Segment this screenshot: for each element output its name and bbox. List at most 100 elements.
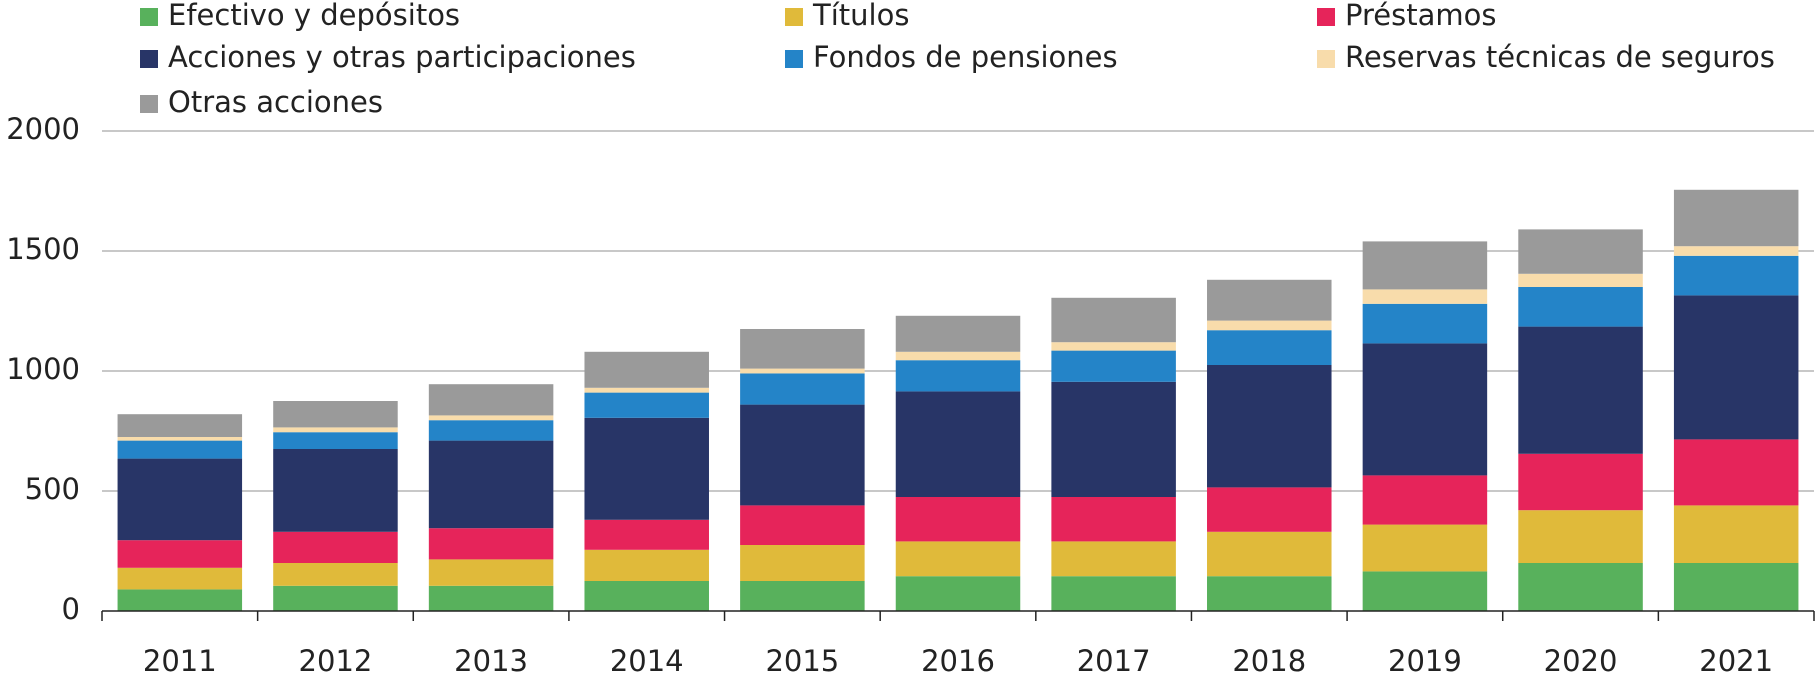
- bar-segment: [273, 449, 398, 532]
- x-tick-label: 2016: [921, 644, 995, 678]
- bar-segment: [117, 414, 243, 437]
- bar-segment: [1362, 289, 1488, 304]
- bar-segment: [1207, 576, 1332, 611]
- x-tick-label: 2020: [1544, 644, 1618, 678]
- bar-segment: [428, 528, 554, 560]
- bar-segment: [273, 401, 398, 428]
- bar-segment: [1673, 505, 1799, 563]
- bar-segment: [1673, 439, 1799, 506]
- legend-label: Préstamos: [1345, 0, 1496, 32]
- bar-segment: [428, 440, 554, 529]
- bar-segment: [1207, 487, 1332, 532]
- bar-segment: [895, 576, 1021, 611]
- bar-segment: [1362, 475, 1488, 525]
- legend-swatch: [785, 50, 803, 68]
- bar-segment: [428, 420, 554, 441]
- bar-segment: [740, 404, 865, 506]
- bar-segment: [584, 392, 709, 418]
- bar-segment: [1207, 365, 1332, 488]
- y-tick-label: 1500: [6, 232, 80, 266]
- bar-segment: [740, 373, 865, 405]
- bar-segment: [1051, 381, 1176, 497]
- bar-segment: [1518, 453, 1643, 511]
- bar-segment: [117, 589, 243, 611]
- bar-segment: [584, 519, 709, 550]
- bar-segment: [117, 437, 243, 441]
- legend-swatch: [140, 50, 158, 68]
- bar-segment: [273, 563, 398, 586]
- bar-segment: [740, 368, 865, 374]
- x-tick-label: 2021: [1699, 644, 1773, 678]
- bar-segment: [1051, 497, 1176, 542]
- bar-segment: [740, 545, 865, 581]
- legend-label: Fondos de pensiones: [813, 40, 1118, 74]
- bar-segment: [895, 497, 1021, 542]
- y-tick-label: 0: [62, 592, 80, 626]
- x-tick-label: 2012: [299, 644, 373, 678]
- bar-segment: [1207, 320, 1332, 331]
- bar-segment: [1051, 297, 1176, 343]
- bar-segment: [1518, 510, 1643, 563]
- legend-label: Reservas técnicas de seguros: [1345, 40, 1775, 74]
- legend-label: Efectivo y depósitos: [168, 0, 460, 32]
- legend-swatch: [140, 8, 158, 26]
- legend-label: Títulos: [812, 0, 909, 32]
- bar-segment: [1051, 576, 1176, 611]
- bar-segment: [1673, 246, 1799, 256]
- bar-segment: [584, 417, 709, 520]
- bar-segment: [1518, 563, 1643, 611]
- x-tick-label: 2019: [1388, 644, 1462, 678]
- bar-segment: [1673, 563, 1799, 611]
- x-tick-label: 2011: [143, 644, 217, 678]
- x-tick-label: 2015: [765, 644, 839, 678]
- legend-swatch: [1317, 8, 1335, 26]
- x-tick-label: 2018: [1232, 644, 1306, 678]
- bar-segment: [1362, 241, 1488, 290]
- bar-segment: [428, 384, 554, 416]
- bar-segment: [895, 541, 1021, 577]
- bar-segment: [1518, 326, 1643, 454]
- y-tick-label: 500: [25, 472, 80, 506]
- bar-segment: [584, 351, 709, 388]
- bar-segment: [740, 329, 865, 369]
- legend-label: Acciones y otras participaciones: [168, 40, 636, 74]
- bar-segment: [584, 581, 709, 611]
- legend-swatch: [140, 95, 158, 113]
- bar-segment: [895, 351, 1021, 361]
- bar-segment: [1518, 273, 1643, 287]
- bar-segment: [428, 559, 554, 586]
- legend-swatch: [785, 8, 803, 26]
- bar-segment: [273, 531, 398, 563]
- bar-segment: [1362, 343, 1488, 476]
- bar-segment: [273, 427, 398, 433]
- bar-segment: [1673, 255, 1799, 296]
- legend-swatch: [1317, 50, 1335, 68]
- bar-segment: [1518, 229, 1643, 274]
- bar-segment: [1673, 295, 1799, 440]
- bar-segment: [117, 540, 243, 568]
- bar-segment: [895, 360, 1021, 392]
- y-tick-label: 2000: [6, 112, 80, 146]
- bar-segment: [740, 581, 865, 611]
- bar-segment: [1051, 541, 1176, 577]
- bar-segment: [117, 458, 243, 541]
- bar-segment: [1518, 287, 1643, 327]
- x-tick-label: 2014: [610, 644, 684, 678]
- bar-segment: [895, 391, 1021, 497]
- bar-segment: [1362, 303, 1488, 344]
- bar-segment: [1673, 189, 1799, 247]
- bar-segment: [273, 585, 398, 611]
- bar-segment: [1207, 279, 1332, 321]
- bar-segment: [1051, 342, 1176, 351]
- bar-segment: [117, 567, 243, 590]
- bar-segment: [273, 432, 398, 449]
- bar-segment: [740, 505, 865, 545]
- bar-segment: [1362, 524, 1488, 572]
- y-tick-label: 1000: [6, 352, 80, 386]
- bar-segment: [1207, 330, 1332, 365]
- bar-segment: [584, 387, 709, 393]
- bar-segment: [428, 585, 554, 611]
- legend-label: Otras acciones: [168, 85, 383, 119]
- bar-segment: [584, 549, 709, 581]
